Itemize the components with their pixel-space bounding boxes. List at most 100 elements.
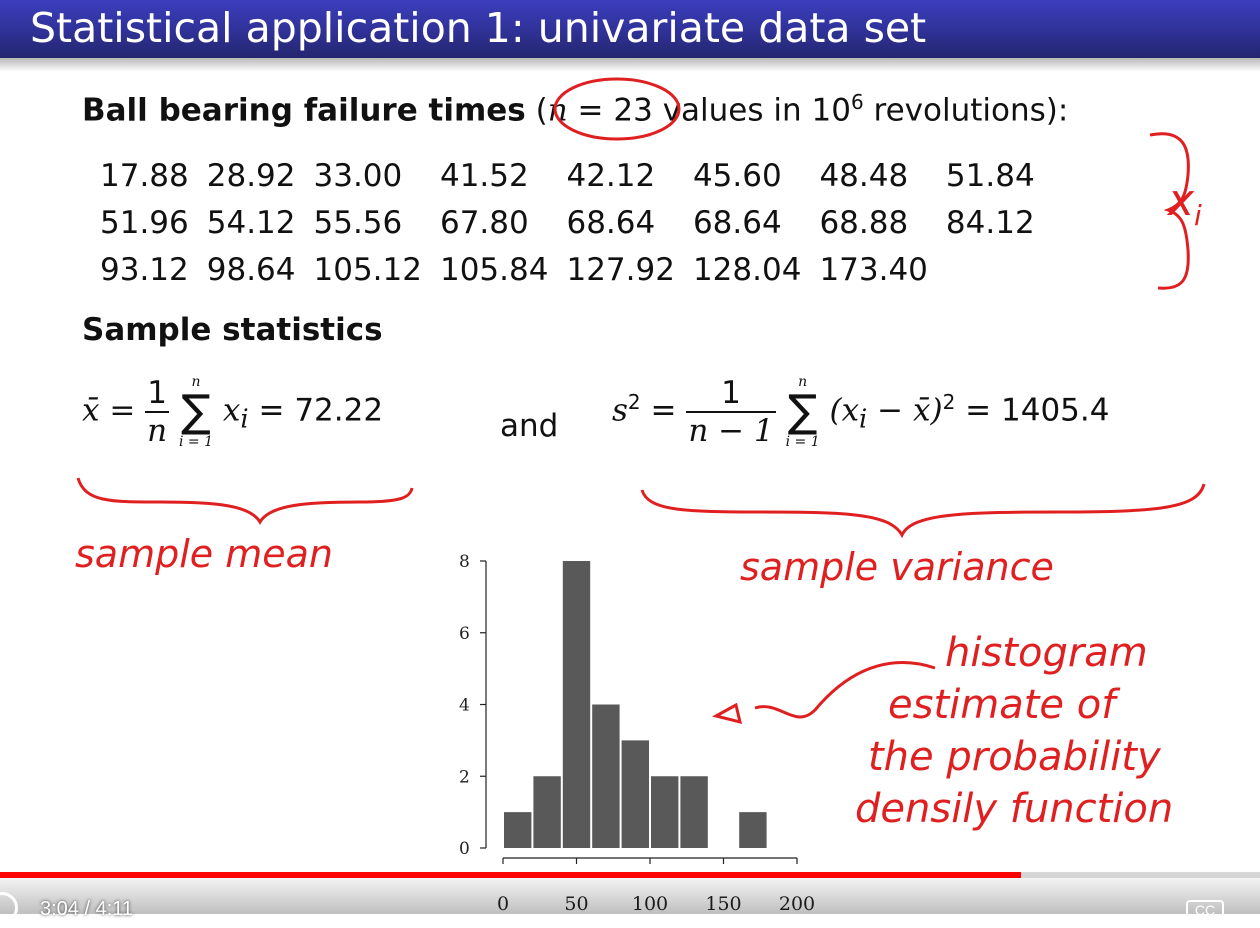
y-tick-label: 0 [459,839,470,859]
mean-lhs: x̄ = [82,392,136,429]
title-shadow [0,58,1260,72]
table-row: 17.88 28.92 33.00 41.52 42.12 45.60 48.48 51.84 [100,152,1053,199]
var-sum-top: n [798,374,808,390]
n-circle [553,77,681,141]
histogram-bar [533,776,561,848]
histogram-bar [562,561,591,848]
var-denominator: n − 1 [688,413,774,449]
arrow-line [754,661,936,719]
var-rhs: = 1405.4 [965,392,1110,429]
table-cell: 98.64 [206,251,296,288]
mean-denominator: n [147,413,168,449]
table-cell: 55.56 [313,204,403,241]
arrow-head-icon [711,702,743,725]
var-numerator: 1 [686,375,776,413]
table-cell: 105.12 [313,251,422,288]
slide-body: Ball bearing failure times (n = 23 value… [0,72,1260,914]
table-cell: 84.12 [945,204,1035,241]
heading-n-value: = 23 [577,92,653,129]
data-heading: Ball bearing failure times (n = 23 value… [82,90,1068,128]
and-label: and [500,408,559,444]
histogram-note-line: estimate of [888,682,1116,728]
mean-term: x [222,392,241,429]
mean-brace [76,477,414,525]
sigma-icon: ∑ [787,386,818,437]
x-tick-label: 150 [705,893,741,915]
table-cell: 68.64 [692,204,782,241]
table-row: 93.12 98.64 105.12 105.84 127.92 128.04 173.40 [100,246,1053,293]
variance-annotation: sample variance [740,545,1054,589]
histogram-group: 0 2 4 6 8 0 50 100 150 200 [459,552,815,915]
histogram-note-line: densily function [855,786,1174,832]
histogram-bar [592,704,620,848]
histogram-bar [680,776,708,848]
mean-sub: i [240,404,249,435]
table-cell: 51.96 [100,204,189,241]
table-cell: 33.00 [313,157,403,194]
table-cell: 93.12 [100,251,189,288]
x-tick-label: 100 [632,893,668,915]
histogram-bar [621,740,649,848]
table-cell: 48.48 [819,157,909,194]
mean-rhs: = 72.22 [258,392,384,429]
slide-title-bar: Statistical application 1: univariate da… [0,0,1260,58]
heading-bold: Ball bearing failure times [82,92,526,129]
y-tick-label: 2 [459,767,470,787]
var-term: (x [829,392,860,429]
xi-sub: i [1194,198,1202,232]
data-brace [1149,132,1190,290]
variance-brace [640,483,1206,539]
y-tick-label: 8 [459,552,470,572]
histogram-bar [739,812,767,848]
x-tick-label: 50 [564,893,588,915]
histogram-bar [651,776,679,848]
captions-button[interactable]: CC [1186,900,1224,928]
y-tick-label: 6 [459,624,470,644]
table-row: 51.96 54.12 55.56 67.80 68.64 68.64 68.88 84.12 [100,199,1053,246]
histogram-note-line: histogram [945,630,1148,676]
table-cell: 128.04 [692,251,802,288]
progress-fill[interactable] [0,872,1021,878]
table-cell: 28.92 [206,157,296,194]
table-cell: 67.80 [439,204,529,241]
mean-numerator: 1 [145,375,170,413]
failure-times-table: 17.88 28.92 33.00 41.52 42.12 45.60 48.48 51.84… [100,152,1053,293]
heading-n: n [547,92,568,129]
mean-sum-bottom: i = 1 [179,434,214,450]
x-tick-label: 200 [779,893,815,915]
mean-annotation: sample mean [75,532,334,576]
table-cell: 42.12 [566,157,656,194]
var-eq: = [650,392,677,429]
var-lhs: s [612,392,628,429]
slide-title: Statistical application 1: univariate da… [30,4,927,52]
table-cell: 54.12 [206,204,296,241]
heading-exponent: 6 [850,90,864,114]
table-cell: 51.84 [945,157,1035,194]
var-sup2: 2 [942,390,956,415]
x-tick-label: 0 [497,893,509,915]
histogram-bar [504,812,532,848]
y-tick-label: 4 [459,696,470,716]
mean-sum: n ∑ i = 1 [179,372,213,452]
table-cell: 105.84 [439,251,549,288]
table-cell: 173.40 [819,251,928,288]
table-cell: 45.60 [692,157,782,194]
heading-rest: values in 10 [662,92,851,129]
xi-annotation: xi [1168,175,1202,232]
heading-open: ( [535,92,548,129]
table-cell: 68.64 [566,204,656,241]
table-cell: 41.52 [439,157,529,194]
var-sup: 2 [627,390,641,415]
var-term2: − x̄) [877,392,943,429]
xi-text: x [1168,175,1195,226]
table-cell: 17.88 [100,157,189,194]
histogram-note-line: the probability [868,734,1161,780]
var-sum-bottom: i = 1 [785,434,820,450]
sigma-icon: ∑ [181,386,211,437]
